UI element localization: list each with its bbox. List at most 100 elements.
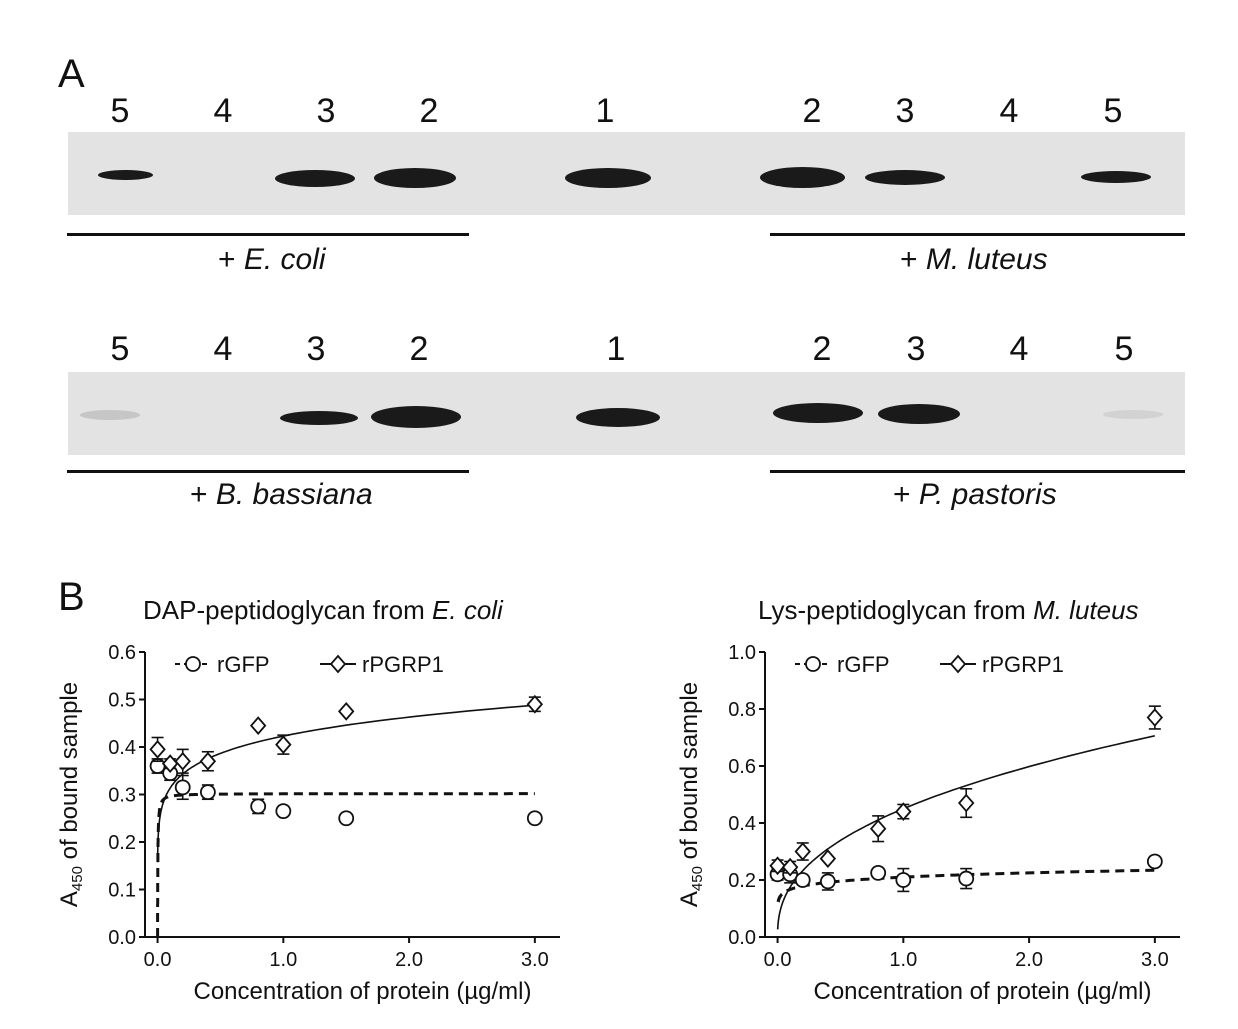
x-axis-label: Concentration of protein (µg/ml) (194, 978, 532, 1005)
x-tick-label: 0.0 (764, 949, 792, 971)
data-point-rpgrp1 (526, 694, 544, 714)
condition-underline (67, 233, 469, 236)
lane-label: 2 (812, 330, 832, 368)
condition-label-p-pastoris: + P. pastoris (893, 478, 1057, 511)
blot-band (1081, 171, 1151, 183)
lane-label: 4 (999, 92, 1019, 130)
data-point-rpgrp1 (174, 751, 191, 771)
data-point-rpgrp1 (869, 819, 887, 839)
y-tick-label: 0.6 (108, 642, 136, 664)
data-point-rgfp (1146, 853, 1163, 870)
data-point-rpgrp1 (199, 751, 217, 771)
lane-label: 2 (409, 330, 429, 368)
lane-label: 3 (895, 92, 915, 130)
blot-band (865, 170, 945, 185)
lane-label: 1 (606, 330, 626, 368)
chart-title: DAP-peptidoglycan from E. coli (143, 595, 503, 625)
data-point-rpgrp1 (781, 857, 799, 877)
data-point-rpgrp1 (895, 802, 912, 821)
blot-band (1103, 410, 1163, 419)
data-point-rpgrp1 (275, 735, 292, 754)
data-point-rgfp (250, 798, 267, 815)
data-point-rpgrp1 (149, 740, 166, 759)
data-point-rpgrp1 (249, 716, 267, 735)
western-blot-strip (68, 372, 1185, 455)
condition-label-b-bassiana: + B. bassiana (190, 478, 373, 511)
data-point-rpgrp1 (819, 849, 837, 868)
data-point-rpgrp1 (958, 793, 975, 813)
y-axis-label: A450 of bound sample (56, 682, 86, 907)
legend-marker (949, 654, 967, 674)
data-point-rpgrp1 (769, 856, 786, 876)
x-axis-label: Concentration of protein (µg/ml) (814, 978, 1152, 1005)
western-blot-strip (68, 132, 1185, 215)
blot-band (280, 411, 358, 425)
blot-band (760, 167, 845, 188)
series-line-rpgrp1 (156, 704, 535, 863)
data-point-rgfp (199, 784, 216, 801)
y-tick-label: 0.4 (108, 737, 136, 759)
condition-underline (770, 470, 1185, 473)
x-tick-label: 1.0 (269, 949, 297, 971)
data-point-rgfp (526, 810, 543, 827)
blot-band (576, 408, 660, 427)
chart-dap-peptidoglycan: 0.0 0.1 0.2 0.3 0.4 0.5 0.6 0.0 1.0 2.0 3.0 Concent… (56, 642, 560, 1005)
lane-label: 3 (906, 330, 926, 368)
blot-band (878, 404, 960, 424)
condition-underline (770, 233, 1185, 236)
x-tick-label: 3.0 (1141, 949, 1169, 971)
lane-label: 2 (802, 92, 822, 130)
x-tick-label: 0.0 (144, 949, 172, 971)
data-point-rgfp (819, 873, 836, 890)
y-tick-label: 0.6 (728, 756, 756, 778)
data-point-rpgrp1 (338, 702, 355, 721)
lane-label: 3 (306, 330, 326, 368)
lane-label: 4 (1009, 330, 1029, 368)
lane-label: 4 (213, 92, 233, 130)
series-line-rgfp (156, 792, 535, 937)
legend-label: rGFP (837, 652, 890, 677)
lane-label: 5 (1103, 92, 1123, 130)
legend-marker (805, 656, 821, 672)
y-axis-label: A450 of bound sample (676, 682, 706, 907)
lane-label: 5 (1114, 330, 1134, 368)
blot-band (98, 170, 153, 180)
x-tick-label: 2.0 (1015, 949, 1043, 971)
data-point-rgfp (338, 810, 355, 827)
lane-label: 2 (419, 92, 439, 130)
legend-label: rPGRP1 (362, 652, 444, 677)
panel-a-label: A (58, 52, 85, 96)
blot-band (565, 168, 651, 188)
lane-label: 1 (595, 92, 615, 130)
legend-marker (329, 654, 347, 674)
x-tick-label: 1.0 (889, 949, 917, 971)
data-point-rgfp (275, 803, 292, 820)
condition-underline (67, 470, 469, 473)
y-tick-label: 0.0 (728, 927, 756, 949)
y-tick-label: 0.4 (728, 813, 756, 835)
blot-band (80, 410, 140, 420)
lane-label: 3 (316, 92, 336, 130)
data-point-rgfp (174, 779, 191, 796)
legend-marker (185, 656, 201, 672)
y-tick-label: 0.2 (108, 832, 136, 854)
panel-b-label: B (58, 575, 85, 619)
series-line-rpgrp1 (776, 735, 1155, 930)
condition-label-e-coli: + E. coli (218, 243, 326, 276)
blot-band (773, 403, 863, 423)
y-tick-label: 0.8 (728, 699, 756, 721)
y-tick-label: 1.0 (728, 642, 756, 664)
y-tick-label: 0.1 (108, 880, 136, 902)
y-tick-label: 0.3 (108, 785, 136, 807)
legend-label: rPGRP1 (982, 652, 1064, 677)
chart-title: Lys-peptidoglycan from M. luteus (758, 595, 1139, 625)
chart-lys-peptidoglycan: 0.0 0.2 0.4 0.6 0.8 1.0 0.0 1.0 2.0 3.0 Concentrat… (676, 642, 1180, 1005)
data-point-rgfp (895, 872, 912, 888)
y-tick-label: 0.2 (728, 870, 756, 892)
data-point-rgfp (794, 872, 811, 888)
blot-band (371, 406, 461, 428)
lane-label: 5 (110, 92, 130, 130)
lane-label: 4 (213, 330, 233, 368)
legend-label: rGFP (217, 652, 270, 677)
data-point-rgfp (958, 870, 975, 887)
